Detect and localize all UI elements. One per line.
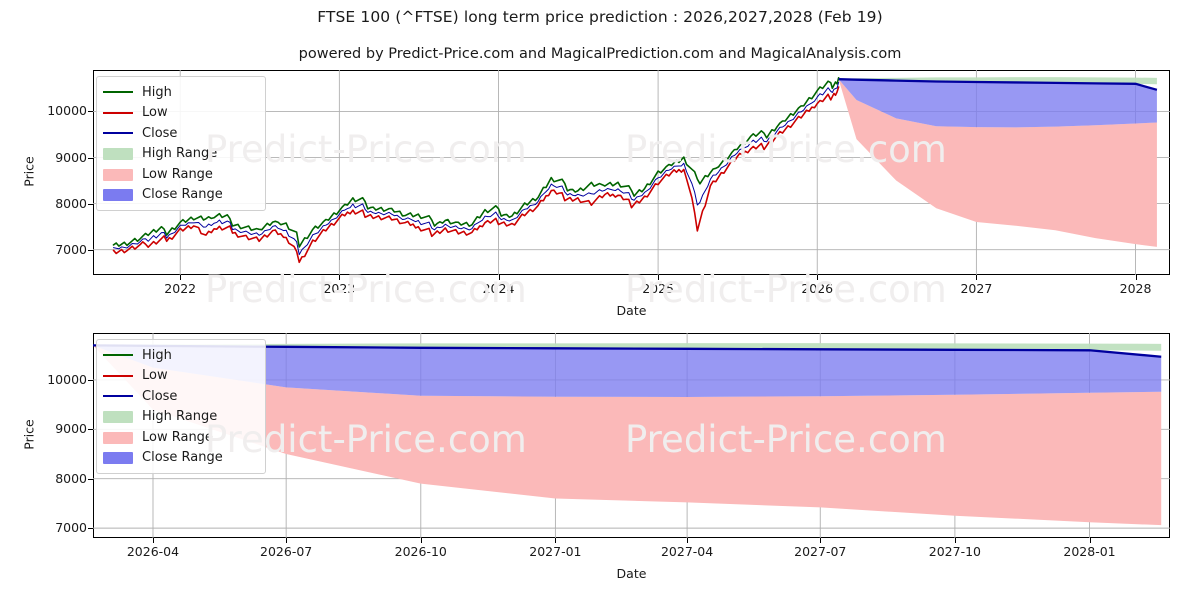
forecast-detail-legend: High Low Close High Range Low Range Close Ran… <box>96 339 266 474</box>
overview-x-axis-label: Date <box>616 303 647 318</box>
legend-item-label: Close Range <box>142 187 223 203</box>
page-subtitle: powered by Predict-Price.com and Magical… <box>298 46 902 62</box>
x-tick-mark <box>954 538 956 543</box>
legend-item-low: Low <box>103 366 257 387</box>
legend-item-high-range: High Range <box>103 144 257 165</box>
legend-item-high: High <box>103 82 257 103</box>
x-tick-label: 2027-07 <box>794 544 847 559</box>
forecast-detail-chart-panel <box>93 333 1170 538</box>
legend-item-label: Close Range <box>142 450 223 466</box>
overview-legend: High Low Close High Range Low Range Close Ran… <box>96 76 266 211</box>
y-tick-label: 8000 <box>55 195 87 211</box>
x-tick-mark <box>1135 275 1137 280</box>
x-tick-mark <box>817 275 819 280</box>
y-tick-mark <box>88 111 93 113</box>
forecast-detail-x-axis-label: Date <box>616 566 647 581</box>
legend-item-low: Low <box>103 103 257 124</box>
x-tick-label: 2026 <box>801 281 834 296</box>
legend-item-label: Low Range <box>142 166 213 182</box>
y-tick-label: 8000 <box>55 470 87 486</box>
x-tick-label: 2027 <box>960 281 993 296</box>
legend-item-low-range: Low Range <box>103 427 257 448</box>
x-tick-label: 2026-07 <box>260 544 313 559</box>
y-tick-mark <box>88 157 93 159</box>
y-tick-label: 7000 <box>55 520 87 536</box>
legend-item-label: Low <box>142 368 168 384</box>
legend-item-close-range: Close Range <box>103 185 257 206</box>
x-tick-mark <box>498 275 500 280</box>
legend-swatch-patch-icon <box>103 431 133 444</box>
x-tick-label: 2026-10 <box>394 544 447 559</box>
x-tick-mark <box>339 275 341 280</box>
legend-swatch-patch-icon <box>103 411 133 424</box>
x-tick-label: 2027-10 <box>928 544 981 559</box>
legend-swatch-patch-icon <box>103 148 133 161</box>
x-tick-label: 2028 <box>1119 281 1152 296</box>
x-tick-mark <box>820 538 822 543</box>
legend-item-close: Close <box>103 123 257 144</box>
legend-swatch-line-icon <box>103 389 133 403</box>
legend-item-close: Close <box>103 386 257 407</box>
legend-item-high-range: High Range <box>103 407 257 428</box>
legend-swatch-line-icon <box>103 126 133 140</box>
legend-item-label: Close <box>142 388 178 404</box>
legend-item-low-range: Low Range <box>103 164 257 185</box>
overview-chart-panel <box>93 70 1170 275</box>
x-tick-mark <box>976 275 978 280</box>
legend-item-label: Close <box>142 125 178 141</box>
x-tick-mark <box>152 538 154 543</box>
y-tick-label: 10000 <box>47 371 87 387</box>
legend-swatch-patch-icon <box>103 189 133 202</box>
y-tick-mark <box>88 528 93 530</box>
legend-item-close-range: Close Range <box>103 448 257 469</box>
forecast-detail-plot-area <box>93 333 1170 538</box>
y-tick-mark <box>88 429 93 431</box>
x-tick-mark <box>180 275 182 280</box>
legend-swatch-line-icon <box>103 369 133 383</box>
x-tick-label: 2023 <box>323 281 356 296</box>
x-tick-mark <box>1089 538 1091 543</box>
x-tick-mark <box>687 538 689 543</box>
legend-item-high: High <box>103 345 257 366</box>
y-tick-label: 9000 <box>55 421 87 437</box>
legend-swatch-patch-icon <box>103 168 133 181</box>
x-tick-mark <box>658 275 660 280</box>
y-tick-mark <box>88 203 93 205</box>
legend-swatch-line-icon <box>103 85 133 99</box>
page-title: FTSE 100 (^FTSE) long term price predict… <box>317 8 883 26</box>
legend-swatch-line-icon <box>103 348 133 362</box>
x-tick-label: 2026-04 <box>126 544 180 559</box>
x-tick-mark <box>555 538 557 543</box>
legend-item-label: High Range <box>142 409 218 425</box>
x-tick-label: 2024 <box>482 281 515 296</box>
x-tick-mark <box>420 538 422 543</box>
y-tick-label: 10000 <box>47 103 87 119</box>
legend-item-label: Low Range <box>142 429 213 445</box>
y-tick-label: 7000 <box>55 241 87 257</box>
x-tick-label: 2028-01 <box>1063 544 1116 559</box>
y-tick-mark <box>88 379 93 381</box>
overview-plot-area <box>93 70 1170 275</box>
x-tick-mark <box>286 538 288 543</box>
x-tick-label: 2027-04 <box>660 544 714 559</box>
legend-item-label: High <box>142 84 172 100</box>
x-tick-label: 2027-01 <box>529 544 582 559</box>
y-tick-label: 9000 <box>55 149 87 165</box>
legend-item-label: High Range <box>142 146 218 162</box>
y-tick-mark <box>88 478 93 480</box>
legend-swatch-patch-icon <box>103 452 133 465</box>
x-tick-label: 2025 <box>642 281 674 296</box>
x-tick-label: 2022 <box>164 281 197 296</box>
legend-item-label: High <box>142 347 172 363</box>
y-tick-mark <box>88 249 93 251</box>
legend-swatch-line-icon <box>103 106 133 120</box>
legend-item-label: Low <box>142 105 168 121</box>
